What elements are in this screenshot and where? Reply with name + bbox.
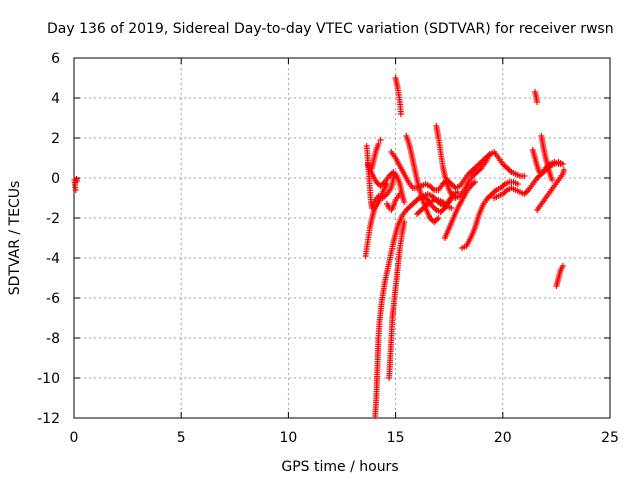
data-point [559, 263, 566, 269]
data-point [377, 137, 384, 143]
data-series-arc14 [531, 89, 541, 105]
x-tick-label: 15 [387, 430, 405, 446]
data-series-arc6 [392, 75, 404, 117]
data-point [390, 169, 397, 175]
data-point [534, 99, 541, 105]
data-point [397, 111, 404, 117]
y-tick-labels: -12 -10 -8 -6 -4 -2 0 2 4 6 [37, 51, 60, 427]
data-point [74, 178, 81, 184]
data-series-arc10 [441, 179, 478, 241]
data-point [435, 215, 442, 221]
x-tick-label: 0 [70, 430, 79, 446]
data-series-arc17 [553, 263, 566, 289]
data-points [71, 75, 567, 419]
data-point [450, 193, 457, 199]
y-axis-label: SDTVAR / TECUs [7, 181, 23, 296]
axis-ticks [73, 57, 611, 419]
x-tick-labels: 0 5 10 15 20 25 [70, 430, 619, 446]
data-point [514, 181, 521, 187]
x-axis-label: GPS time / hours [281, 459, 398, 475]
x-tick-label: 20 [494, 430, 512, 446]
grid-lines [74, 58, 610, 418]
chart-title: Day 136 of 2019, Sidereal Day-to-day VTE… [47, 21, 614, 37]
data-series-arc11 [459, 179, 521, 251]
data-point [486, 151, 493, 157]
data-point [560, 167, 567, 173]
data-series-arc22 [420, 191, 457, 209]
data-series-arc16 [534, 167, 567, 213]
data-point [396, 191, 403, 197]
y-tick-label: 0 [51, 171, 60, 187]
data-point [471, 179, 478, 185]
y-tick-label: -12 [37, 411, 60, 427]
x-tick-label: 10 [279, 430, 297, 446]
y-tick-label: -10 [37, 371, 60, 387]
data-series-arc19 [377, 137, 384, 143]
y-tick-label: -6 [46, 291, 60, 307]
data-series-arc4 [372, 189, 461, 419]
data-series-arc1 [363, 143, 408, 211]
data-series-t0a [71, 176, 81, 193]
y-tick-label: -4 [46, 251, 60, 267]
x-tick-label: 5 [177, 430, 186, 446]
data-point [557, 161, 564, 167]
data-point [401, 219, 408, 225]
data-series-arc15 [538, 133, 556, 183]
y-tick-label: 6 [51, 51, 60, 67]
y-tick-label: 2 [51, 131, 60, 147]
data-series-arc18 [369, 141, 382, 171]
data-series-arc20 [384, 191, 403, 213]
data-point [521, 173, 528, 179]
data-series-arc5 [386, 219, 408, 381]
plot-frame [73, 57, 611, 419]
y-tick-label: 4 [51, 91, 60, 107]
data-point [375, 141, 382, 147]
data-point [549, 177, 556, 183]
data-point [72, 187, 79, 193]
data-point [448, 205, 455, 211]
data-point [401, 199, 408, 205]
data-series-arc9 [433, 123, 493, 201]
x-tick-label: 25 [601, 430, 619, 446]
y-tick-label: -8 [46, 331, 60, 347]
y-tick-label: -2 [46, 211, 60, 227]
